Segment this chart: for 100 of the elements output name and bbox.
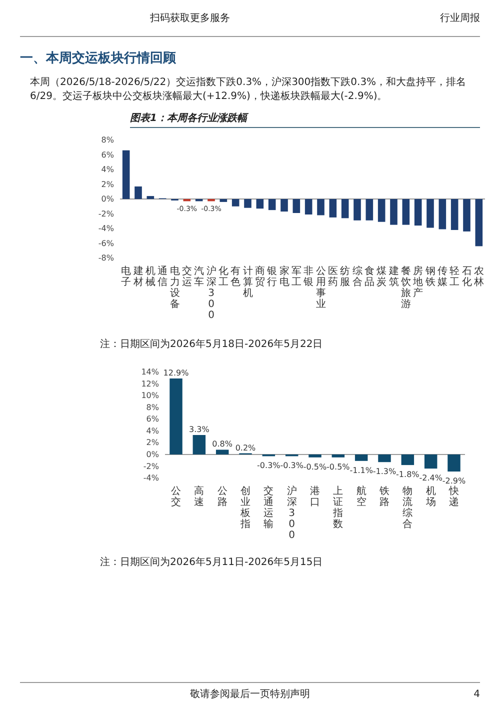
chart-title: 图表1：本周各行业涨跌幅	[130, 112, 247, 126]
data-label: -2.9%	[442, 476, 466, 486]
data-label: -1.8%	[396, 470, 420, 480]
data-label: -0.5%	[303, 462, 327, 472]
x-tick-label: 汽车	[194, 265, 204, 288]
y-tick-label: -2%	[98, 209, 114, 218]
x-tick-label: 电子	[121, 265, 132, 288]
text: 4	[472, 688, 480, 702]
data-label: 0.8%	[212, 440, 233, 449]
x-tick-label: 非银	[302, 265, 314, 288]
y-tick-label: -2%	[143, 462, 160, 471]
x-tick-label: 电力设备	[170, 265, 180, 310]
data-label: -0.3%	[280, 461, 304, 470]
x-tick-label: 航空	[356, 485, 366, 508]
bar	[244, 199, 252, 208]
bar	[450, 199, 458, 230]
bar	[378, 199, 386, 222]
y-tick-label: 4%	[146, 426, 160, 436]
bar	[192, 435, 206, 454]
y-tick-label: -6%	[98, 238, 114, 248]
data-label: -1.3%	[372, 467, 396, 476]
x-tick-label: 农林	[472, 266, 484, 288]
bar	[122, 150, 130, 199]
x-tick-label: 公路	[217, 485, 228, 508]
x-tick-label: 公用事业	[316, 265, 326, 310]
x-tick-label: 上证指数	[332, 485, 344, 530]
x-tick-label: 餐饮旅游	[400, 265, 411, 310]
text: 注：日期区间为2026年5月11日-2026年5月15日	[100, 556, 324, 570]
y-tick-label: 6%	[101, 150, 114, 160]
x-tick-label: 沪深300	[286, 485, 297, 541]
x-tick-label: 高速	[194, 485, 204, 508]
bar	[448, 454, 460, 472]
bar	[402, 199, 410, 225]
bar	[304, 199, 312, 214]
x-tick-label: 医药	[328, 266, 338, 288]
data-label: 0.2%	[235, 443, 256, 452]
y-tick-label: 8%	[101, 136, 114, 145]
y-tick-label: 6%	[146, 414, 160, 424]
bar	[390, 199, 398, 225]
bar	[216, 450, 229, 454]
y-tick-label: 4%	[101, 165, 114, 174]
x-tick-label: 房地产	[412, 265, 424, 299]
x-tick-label: 机械	[145, 265, 156, 288]
x-tick-label: 物流综合	[402, 486, 413, 530]
y-tick-label: 8%	[146, 402, 160, 412]
bar	[424, 454, 438, 469]
y-tick-label: -4%	[143, 474, 160, 483]
y-tick-label: 12%	[141, 379, 160, 388]
bar	[308, 454, 322, 458]
x-tick-label: 纺服	[340, 265, 350, 288]
text: 本周（2026/5/18-2026/5/22）交运指数下跌0.3%，沪深300指数下跌0.3%，和大盘持平，排名6/29。交运子板块中公交板块涨幅最大(+12.9%)，快递板块跌幅最大(-2.9%)。	[30, 76, 468, 104]
x-tick-label: 铁路	[378, 485, 390, 508]
x-tick-label: 计算机	[242, 265, 253, 299]
y-tick-label: 14%	[141, 368, 160, 377]
data-label: -0.5%	[326, 462, 350, 472]
text: 注：日期区间为2026年5月18日-2026年5月22日	[100, 338, 324, 352]
x-tick-label: 食品	[364, 265, 374, 288]
data-label: 3.3%	[189, 425, 210, 434]
bar	[329, 199, 337, 218]
y-tick-label: 2%	[146, 438, 160, 448]
x-tick-label: 通信	[158, 265, 168, 288]
x-tick-label: 综合	[352, 265, 362, 288]
x-tick-label: 机场	[424, 485, 436, 508]
x-tick-label: 轻工	[450, 265, 460, 288]
data-label: 12.9%	[163, 368, 190, 378]
data-label: -2.4%	[419, 474, 443, 483]
bar	[341, 199, 349, 218]
x-tick-label: 有色	[230, 265, 241, 288]
bar	[332, 454, 345, 458]
bar	[220, 199, 228, 202]
x-tick-label: 建筑	[388, 265, 399, 288]
data-label: -0.3%	[257, 461, 281, 470]
bar	[292, 199, 300, 214]
bar	[354, 454, 368, 461]
x-tick-label: 交运	[182, 265, 192, 288]
bar	[268, 199, 276, 210]
x-tick-label: 公交	[171, 485, 182, 508]
bar	[146, 196, 154, 199]
x-tick-label: 钢铁	[424, 266, 436, 288]
bar	[401, 454, 414, 466]
y-tick-label: 0%	[146, 450, 160, 460]
bar	[366, 199, 374, 220]
x-tick-label: 港口	[310, 485, 320, 508]
y-tick-label: 0%	[101, 194, 114, 204]
bar	[426, 199, 434, 228]
x-tick-label: 银行	[266, 266, 278, 288]
bar	[414, 199, 422, 226]
text: 行业周报	[439, 12, 480, 26]
y-tick-label: -8%	[98, 254, 114, 263]
bar	[280, 199, 288, 212]
x-tick-label: 军工	[291, 266, 302, 288]
text: 扫码获取更多服务	[150, 12, 231, 26]
x-tick-label: 家电	[279, 265, 290, 288]
x-tick-label: 沪深300	[206, 265, 216, 321]
y-tick-label: 2%	[101, 180, 114, 189]
x-tick-label: 快递	[448, 485, 459, 508]
x-tick-label: 化工	[218, 265, 228, 288]
data-label: -1.1%	[350, 466, 374, 475]
bar	[354, 199, 361, 220]
bar	[256, 199, 264, 209]
